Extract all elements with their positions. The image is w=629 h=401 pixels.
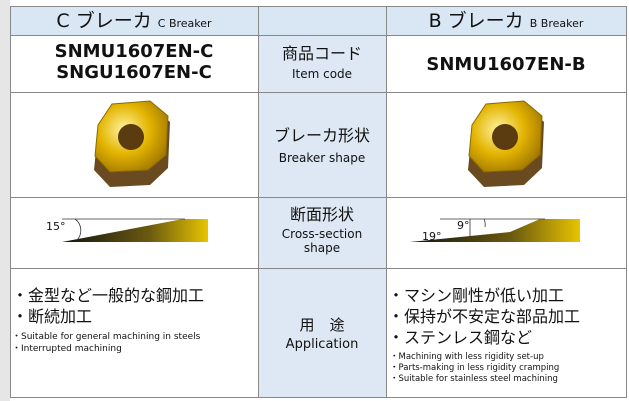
- row-label: 商品コード: [281, 44, 363, 63]
- row-label-en: Breaker shape: [278, 151, 366, 165]
- item-code: SNGU1607EN-C: [56, 62, 212, 83]
- usage-text: ・金型など一般的な鋼加工: [12, 286, 205, 305]
- side-strip: [0, 0, 10, 401]
- row-divider: [10, 268, 627, 269]
- angle-label: 15°: [46, 220, 66, 233]
- row-divider: [10, 92, 627, 93]
- row-label: ブレーカ形状: [273, 126, 371, 145]
- cross-section: [62, 218, 208, 242]
- right-column: [386, 35, 627, 398]
- usage-text: ・断続加工: [12, 307, 93, 326]
- row-label-en: Cross-section: [281, 227, 363, 241]
- usage-text-en: ・Suitable for general machining in steel…: [12, 332, 201, 342]
- cross-section: [410, 218, 580, 242]
- row-label-en: Item code: [291, 67, 353, 81]
- row-label: 用 途: [299, 316, 345, 334]
- row-label: 断面形状: [289, 205, 355, 224]
- usage-text-en: ・Interrupted machining: [12, 344, 122, 354]
- row-label-en: shape: [303, 241, 341, 255]
- insert-image: [468, 100, 544, 187]
- usage-text-en: ・Suitable for stainless steel machining: [390, 374, 558, 384]
- row-divider: [10, 197, 627, 198]
- row-label-en: Application: [285, 337, 359, 352]
- left-column: [10, 35, 259, 398]
- insert-image: [94, 100, 170, 187]
- item-code: SNMU1607EN-B: [426, 54, 586, 75]
- usage-text-en: ・Parts-making in less rigidity cramping: [390, 363, 560, 373]
- usage-text: ・ステンレス鋼など: [388, 328, 533, 347]
- item-code: SNMU1607EN-C: [54, 41, 214, 62]
- angle-label: 19°: [422, 230, 442, 243]
- usage-text: ・マシン剛性が低い加工: [388, 286, 565, 305]
- usage-text: ・保持が不安定な部品加工: [388, 307, 581, 326]
- angle-label: 9°: [457, 219, 470, 232]
- usage-text-en: ・Machining with less rigidity set-up: [390, 352, 544, 362]
- header-title: B ブレーカ B Breaker: [428, 10, 584, 32]
- header-title: C ブレーカ C Breaker: [56, 10, 212, 32]
